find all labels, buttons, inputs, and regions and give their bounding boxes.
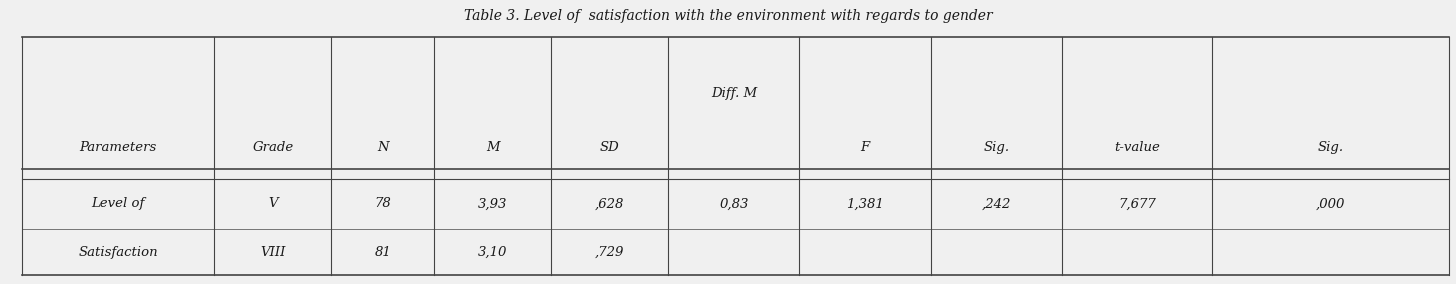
Text: Table 3. Level of  satisfaction with the environment with regards to gender: Table 3. Level of satisfaction with the … xyxy=(463,9,993,22)
Text: ,628: ,628 xyxy=(596,197,625,210)
Text: 78: 78 xyxy=(374,197,392,210)
Text: t-value: t-value xyxy=(1114,141,1160,154)
Text: 3,10: 3,10 xyxy=(478,246,507,258)
Text: Sig.: Sig. xyxy=(983,141,1009,154)
Text: 1,381: 1,381 xyxy=(846,197,884,210)
Text: 3,93: 3,93 xyxy=(478,197,507,210)
Text: ,000: ,000 xyxy=(1316,197,1345,210)
Text: Parameters: Parameters xyxy=(80,141,157,154)
Text: 0,83: 0,83 xyxy=(719,197,748,210)
Text: ,242: ,242 xyxy=(981,197,1010,210)
Text: Level of: Level of xyxy=(92,197,144,210)
Text: 81: 81 xyxy=(374,246,392,258)
Text: M: M xyxy=(486,141,499,154)
Text: V: V xyxy=(268,197,278,210)
Text: N: N xyxy=(377,141,389,154)
Text: ,729: ,729 xyxy=(596,246,625,258)
Text: VIII: VIII xyxy=(261,246,285,258)
Text: SD: SD xyxy=(600,141,620,154)
Text: Grade: Grade xyxy=(252,141,294,154)
Text: Satisfaction: Satisfaction xyxy=(79,246,157,258)
Text: F: F xyxy=(860,141,869,154)
Text: Sig.: Sig. xyxy=(1318,141,1344,154)
Text: 7,677: 7,677 xyxy=(1118,197,1156,210)
Text: Diff. M: Diff. M xyxy=(711,87,757,100)
